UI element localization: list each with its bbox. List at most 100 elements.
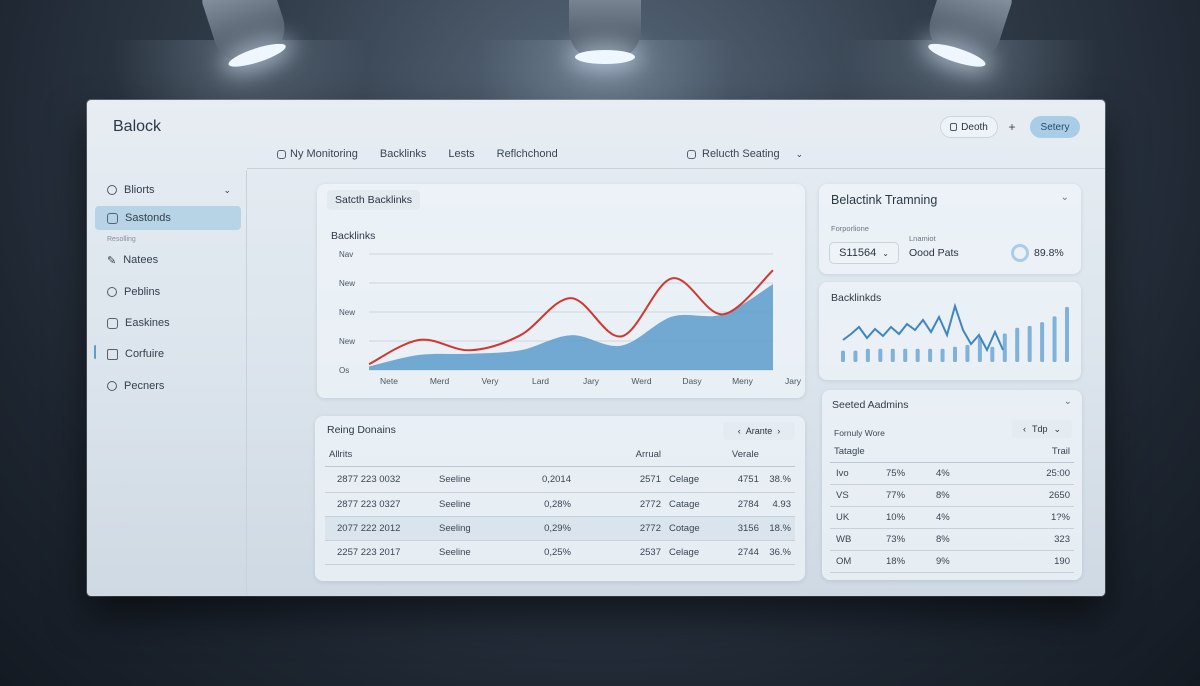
- cell-trail: 2650: [1048, 489, 1070, 501]
- mini-chart-bar: [903, 348, 908, 362]
- add-button[interactable]: +: [1008, 120, 1016, 134]
- cell-share: 75%: [886, 467, 906, 479]
- nav-backlinks[interactable]: Backlinks: [379, 148, 427, 160]
- backlinks-chart-card: Satcth Backlinks Backlinks Nav New New New O…: [317, 184, 805, 398]
- nav-monitoring[interactable]: Ny Monitoring: [277, 148, 358, 160]
- sidebar-item-sastonds[interactable]: Sastonds: [95, 206, 241, 230]
- col-blank-1: [435, 444, 515, 466]
- cell-type: Celage: [669, 473, 700, 485]
- cell-status: Seeline: [439, 473, 471, 485]
- nav-refresh[interactable]: Reflchchond: [496, 148, 558, 160]
- mini-chart-bar: [841, 350, 845, 362]
- mini-chart-bar: [1002, 333, 1007, 362]
- chevron-down-icon: ⌄: [795, 148, 804, 159]
- mini-chart-title: Backlinkds: [831, 292, 882, 304]
- mini-chart-bar: [977, 337, 982, 362]
- table-row[interactable]: OM 18% 9% 190: [830, 550, 1074, 572]
- x-tick-label: Jary: [785, 376, 802, 386]
- panel-icon: [277, 149, 286, 159]
- mini-chart-bar: [940, 348, 945, 362]
- sidebar-item-natees[interactable]: ✎ Natees: [107, 254, 159, 267]
- deoth-button[interactable]: Deoth: [940, 116, 998, 138]
- field1-select[interactable]: S11564 ⌄: [829, 242, 899, 264]
- chevron-down-icon[interactable]: ⌄: [1063, 396, 1072, 407]
- table-row[interactable]: WB 73% 8% 323: [830, 528, 1074, 550]
- sidebar: Bliorts ⌄ Sastonds Resolling ✎ Natees Pe…: [87, 170, 247, 596]
- col-arrual: Arrual: [635, 449, 661, 461]
- table-row[interactable]: UK 10% 4% 1?%: [830, 506, 1074, 528]
- user-icon: [107, 381, 117, 391]
- chevron-left-icon: ‹: [737, 426, 741, 436]
- cell-status: Seeline: [439, 546, 471, 558]
- cell-trail: 190: [1054, 555, 1070, 567]
- cell-rate: 0,25%: [544, 546, 571, 558]
- cell-count: 2537: [639, 546, 661, 558]
- cell-region: Ivo: [836, 467, 849, 479]
- relucth-seating-dropdown[interactable]: Relucth Seating ⌄: [687, 148, 803, 160]
- sidebar-section-label: Resolling: [107, 236, 136, 243]
- x-tick-label: Jary: [583, 376, 600, 386]
- chevron-down-icon: ⌄: [1053, 423, 1062, 434]
- mini-chart-bar: [1065, 306, 1069, 362]
- x-tick-label: Lard: [532, 376, 549, 386]
- table-row[interactable]: 2877 223 0032 Seeline 0,2014 2571 Celage 4751…: [325, 466, 795, 492]
- cell-type: Cotage: [669, 522, 700, 534]
- col-blank-2: [515, 444, 575, 466]
- domains-title: Reing Donains: [327, 424, 396, 436]
- setery-button[interactable]: Setery: [1030, 116, 1080, 138]
- search-backlinks-chip[interactable]: Satcth Backlinks: [327, 190, 421, 210]
- cell-count: 2772: [639, 498, 661, 510]
- calendar-icon: [687, 149, 696, 159]
- nav-lests[interactable]: Lests: [448, 148, 475, 160]
- image-icon: [107, 317, 118, 329]
- y-tick-label: Os: [339, 366, 349, 375]
- y-tick-label: New: [339, 337, 355, 346]
- mini-chart-bar: [990, 346, 995, 362]
- chevron-right-icon: ›: [777, 426, 781, 436]
- cell-pct: 38.%: [769, 473, 791, 485]
- cell-rate: 0,28%: [544, 498, 571, 510]
- sidebar-item-corfuire[interactable]: Corfuire: [95, 342, 241, 366]
- cell-delta: 8%: [936, 489, 950, 501]
- grid-icon: [107, 212, 118, 224]
- backlinks-mini-chart: [841, 302, 1069, 362]
- mini-chart-bar: [928, 348, 933, 362]
- cell-value: 2784: [737, 498, 759, 510]
- cell-share: 10%: [886, 511, 906, 523]
- backlink-training-card: Belactink Tramning ⌄ Forporlione S11564 …: [819, 184, 1081, 274]
- cell-rate: 0,2014: [541, 473, 571, 485]
- chart-line-series: [368, 269, 774, 366]
- sidebar-item-easkines[interactable]: Easkines: [95, 311, 241, 335]
- mini-chart-bar: [878, 348, 883, 362]
- table-row[interactable]: 2257 223 2017 Seeline 0,25% 2537 Celage 2744 3…: [325, 540, 795, 564]
- dashboard-screen: Balock Ny Monitoring Backlinks Lests Ref…: [87, 100, 1105, 596]
- cell-share: 77%: [886, 489, 906, 501]
- training-title: Belactink Tramning: [831, 193, 938, 207]
- table-row[interactable]: 2077 222 2012 Seeling 0,29% 2772 Cotage 3156 1…: [325, 516, 795, 540]
- admins-table: Tatagle Trail Ivo 75% 4% 25:00 VS 77% 8% 2650 UK…: [830, 442, 1074, 573]
- target-icon: [107, 287, 117, 297]
- sidebar-item-bliorts[interactable]: Bliorts ⌄: [95, 178, 241, 202]
- sidebar-item-peblins[interactable]: Peblins: [95, 280, 241, 304]
- cell-trail: 1?%: [1050, 511, 1070, 523]
- table-row[interactable]: 2877 223 0327 Seeline 0,28% 2772 Catage 2784 4…: [325, 492, 795, 516]
- admins-dropdown[interactable]: ‹ Tdp ⌄: [1012, 420, 1072, 438]
- table-row[interactable]: VS 77% 8% 2650: [830, 484, 1074, 506]
- y-tick-label: New: [339, 308, 355, 317]
- cell-trail: 25:00: [1046, 467, 1070, 479]
- spotlight-center: [569, 0, 641, 64]
- search-icon: [107, 185, 117, 195]
- cell-share: 18%: [886, 555, 906, 567]
- x-tick-label: Dasy: [682, 376, 702, 386]
- field3-chip[interactable]: 89.8%: [1011, 242, 1064, 264]
- cell-count: 2571: [639, 473, 661, 485]
- app-title: Balock: [113, 118, 162, 135]
- col-blank-3: [665, 444, 725, 466]
- chevron-down-icon[interactable]: ⌄: [1060, 192, 1069, 203]
- mini-chart-bar: [915, 348, 920, 362]
- sidebar-item-pecners[interactable]: Pecners: [95, 374, 241, 398]
- domains-filter[interactable]: ‹ Arante ›: [723, 422, 795, 440]
- y-tick-label: New: [339, 279, 355, 288]
- cell-value: 4751: [737, 473, 759, 485]
- table-row[interactable]: Ivo 75% 4% 25:00: [830, 462, 1074, 484]
